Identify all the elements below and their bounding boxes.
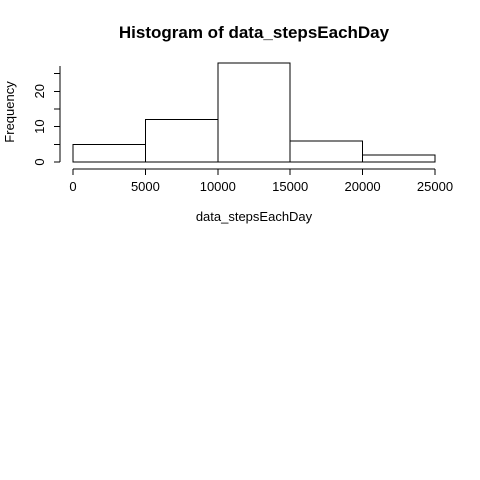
- y-tick-label-1: 10: [32, 119, 47, 133]
- x-tick-label-4: 20000: [345, 179, 381, 194]
- x-tick-label-0: 0: [69, 179, 76, 194]
- histogram-bar-4: [362, 154, 436, 163]
- y-axis-label: Frequency: [2, 81, 17, 143]
- x-tick-label-2: 10000: [200, 179, 236, 194]
- histogram-bar-3: [289, 140, 364, 163]
- x-tick-label-5: 25000: [417, 179, 453, 194]
- y-axis: 0 10 20: [32, 66, 61, 166]
- bars-group: [72, 62, 436, 163]
- histogram-bar-2: [217, 62, 291, 163]
- y-tick-label-2: 20: [32, 84, 47, 98]
- x-axis-label: data_stepsEachDay: [196, 209, 313, 224]
- chart-title: Histogram of data_stepsEachDay: [119, 23, 390, 42]
- x-tick-label-1: 5000: [131, 179, 160, 194]
- histogram-bar-0: [72, 143, 146, 163]
- x-tick-label-3: 15000: [272, 179, 308, 194]
- x-axis: 0 5000 10000 15000 20000 25000: [69, 168, 453, 194]
- y-tick-label-0: 0: [32, 158, 47, 165]
- histogram-bar-1: [144, 119, 219, 163]
